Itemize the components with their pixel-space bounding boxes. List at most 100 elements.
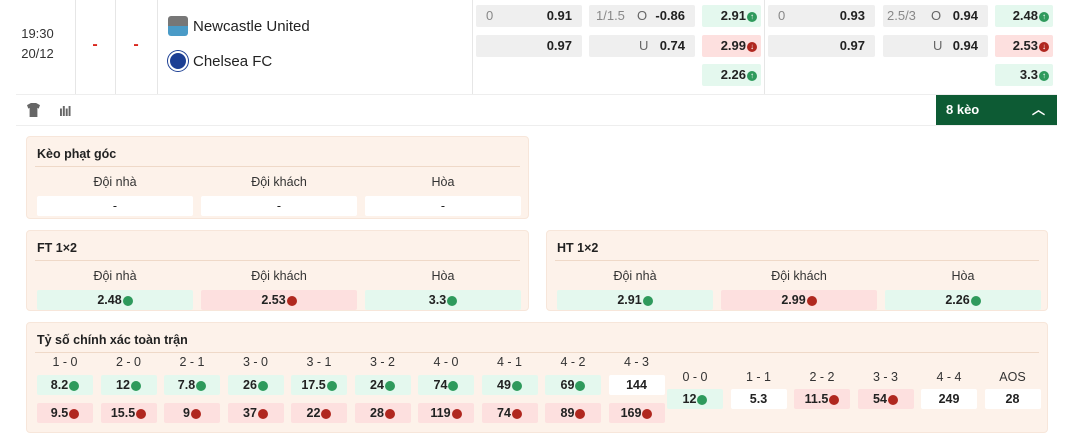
more-odds-button[interactable]: 8 kèo ︿ bbox=[936, 95, 1057, 125]
exact-score-panel: Tỷ số chính xác toàn trận 1 - 0 8.2 9.5 2 - … bbox=[26, 322, 1048, 433]
over-under-under[interactable]: U 0.74 bbox=[589, 35, 695, 57]
away-score-odds[interactable]: 9 bbox=[164, 403, 220, 423]
odds-cell[interactable]: 2.91 bbox=[557, 290, 713, 310]
arrow-down-icon: ↓ bbox=[747, 41, 757, 52]
odds-value: 9 bbox=[183, 406, 190, 420]
home-team[interactable]: Newcastle United bbox=[168, 16, 310, 36]
odds-cell[interactable]: - bbox=[201, 196, 357, 216]
1x2-draw-2[interactable]: 3.3 ↑ bbox=[995, 64, 1053, 86]
over-under-over[interactable]: 1/1.5 O -0.86 bbox=[589, 5, 695, 27]
away-score-odds[interactable]: 169 bbox=[608, 403, 665, 423]
away-score-odds[interactable]: 22 bbox=[291, 403, 347, 423]
odds-value: 11.5 bbox=[804, 392, 829, 406]
away-score-odds[interactable]: 74 bbox=[481, 403, 538, 423]
away-score-odds[interactable]: 89 bbox=[545, 403, 601, 423]
odds-value: 3.3 bbox=[428, 293, 447, 307]
odds-value: 119 bbox=[430, 406, 451, 420]
column-label: Hòa bbox=[431, 269, 455, 283]
handicap-away[interactable]: 0.97 bbox=[476, 35, 582, 57]
home-score-odds[interactable]: 69 bbox=[545, 375, 601, 395]
arrow-down-icon bbox=[286, 295, 297, 306]
odds: 2.99 bbox=[720, 38, 746, 53]
home-score-odds[interactable]: 74 bbox=[418, 375, 474, 395]
away-score-odds[interactable]: 37 bbox=[227, 403, 284, 423]
score-label: 4 - 2 bbox=[560, 355, 586, 369]
score-label: AOS bbox=[999, 370, 1026, 384]
away-score-odds[interactable]: 28 bbox=[354, 403, 411, 423]
chevron-up-icon: ︿ bbox=[1031, 102, 1045, 117]
corner-panel: Kèo phạt góc Đội nhà - Đội khách - Hòa - bbox=[26, 136, 529, 219]
home-score-odds[interactable]: 7.8 bbox=[164, 375, 220, 395]
arrow-up-icon bbox=[447, 295, 458, 306]
handicap-away-2[interactable]: 0.97 bbox=[768, 35, 875, 57]
shirt-icon[interactable] bbox=[27, 103, 40, 117]
away-score-odds[interactable]: 119 bbox=[418, 403, 474, 423]
handicap-home-2[interactable]: 0 0.93 bbox=[768, 5, 875, 27]
draw-score-odds[interactable]: 28 bbox=[984, 389, 1041, 409]
score-home: - bbox=[92, 36, 98, 53]
odds-cell[interactable]: - bbox=[37, 196, 193, 216]
odds-cell[interactable]: 2.53 bbox=[201, 290, 357, 310]
score-label: 3 - 0 bbox=[242, 355, 268, 369]
over-under-over-2[interactable]: 2.5/3 O 0.94 bbox=[883, 5, 988, 27]
odds-value: 69 bbox=[560, 378, 575, 392]
odds-value: 26 bbox=[243, 378, 257, 392]
odds-cell[interactable]: 2.26 bbox=[885, 290, 1041, 310]
handicap-home[interactable]: 0 0.91 bbox=[476, 5, 582, 27]
home-score-odds[interactable]: 144 bbox=[608, 375, 665, 395]
home-score-odds[interactable]: 17.5 bbox=[291, 375, 347, 395]
draw-score-odds[interactable]: 11.5 bbox=[794, 389, 850, 409]
odds-cell[interactable]: 2.99 bbox=[721, 290, 877, 310]
draw-score-odds[interactable]: 249 bbox=[921, 389, 977, 409]
chelsea-logo-icon bbox=[168, 51, 188, 71]
odds-cell[interactable]: 2.48 bbox=[37, 290, 193, 310]
odds-value: - bbox=[440, 199, 446, 213]
draw-score-odds[interactable]: 54 bbox=[857, 389, 914, 409]
over-under-under-2[interactable]: U 0.94 bbox=[883, 35, 988, 57]
odds-value: 2.48 bbox=[97, 293, 122, 307]
more-odds-label: 8 kèo bbox=[946, 102, 980, 117]
draw-score-odds[interactable]: 12 bbox=[667, 389, 723, 409]
column-label: Hòa bbox=[431, 175, 455, 189]
panel-title: Kèo phạt góc bbox=[37, 147, 117, 161]
odds-value: 2.91 bbox=[617, 293, 642, 307]
away-score-odds[interactable]: 15.5 bbox=[100, 403, 157, 423]
home-score-odds[interactable]: 24 bbox=[354, 375, 411, 395]
column-label: Đội khách bbox=[251, 269, 307, 283]
odds: 2.48 bbox=[1012, 8, 1038, 23]
1x2-home-2[interactable]: 2.48 ↑ bbox=[995, 5, 1053, 27]
stats-chart-icon[interactable]: ılıl bbox=[59, 103, 72, 119]
away-team[interactable]: Chelsea FC bbox=[168, 51, 272, 71]
odds-cell[interactable]: 3.3 bbox=[365, 290, 521, 310]
column-label: Hòa bbox=[951, 269, 975, 283]
newcastle-logo-icon bbox=[168, 16, 188, 36]
home-score-odds[interactable]: 49 bbox=[481, 375, 538, 395]
arrow-up-icon bbox=[384, 380, 395, 391]
divider bbox=[35, 352, 1039, 353]
away-score-odds[interactable]: 9.5 bbox=[37, 403, 93, 423]
1x2-away[interactable]: 2.99 ↓ bbox=[702, 35, 761, 57]
home-score-odds[interactable]: 8.2 bbox=[37, 375, 93, 395]
arrow-up-icon: ↑ bbox=[747, 70, 757, 81]
1x2-home[interactable]: 2.91 ↑ bbox=[702, 5, 761, 27]
1x2-draw[interactable]: 2.26 ↑ bbox=[702, 64, 761, 86]
draw-score-odds[interactable]: 5.3 bbox=[730, 389, 787, 409]
odds: 0.97 bbox=[546, 38, 572, 53]
arrow-up-icon bbox=[511, 380, 522, 391]
home-score-odds[interactable]: 12 bbox=[100, 375, 157, 395]
odds: 2.26 bbox=[720, 67, 746, 82]
arrow-down-icon bbox=[384, 408, 395, 419]
away-team-name: Chelsea FC bbox=[193, 52, 273, 70]
ou-line: 1/1.5 bbox=[596, 8, 625, 23]
odds-cell[interactable]: - bbox=[365, 196, 521, 216]
score-label: 3 - 3 bbox=[872, 370, 898, 384]
arrow-down-icon bbox=[451, 408, 462, 419]
odds-value: - bbox=[112, 199, 118, 213]
divider bbox=[35, 166, 520, 167]
home-score-odds[interactable]: 26 bbox=[227, 375, 284, 395]
odds-value: 28 bbox=[1005, 392, 1020, 406]
1x2-away-2[interactable]: 2.53 ↓ bbox=[995, 35, 1053, 57]
column-label: Đội khách bbox=[251, 175, 307, 189]
odds: 2.53 bbox=[1012, 38, 1038, 53]
over-label: O bbox=[637, 8, 648, 23]
